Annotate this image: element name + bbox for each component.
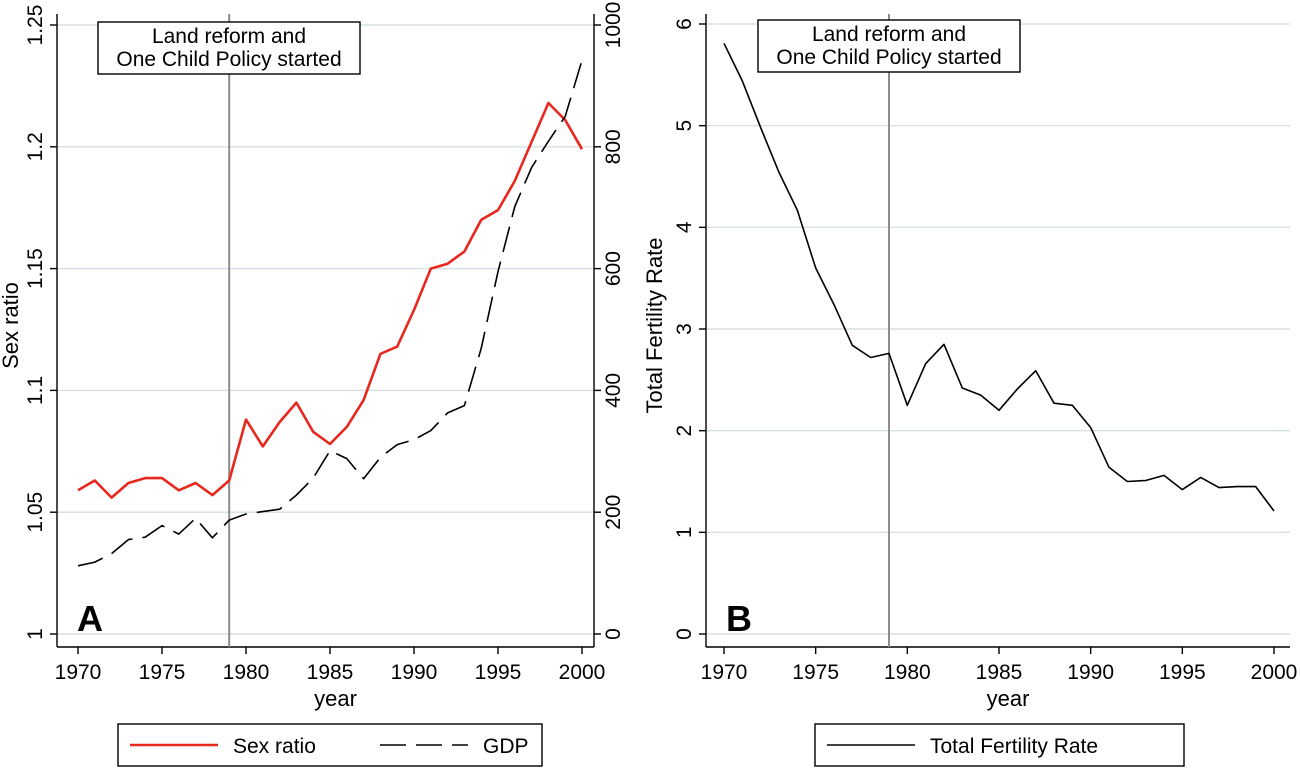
panel-b-x-axis-title: year	[987, 686, 1030, 711]
panel-b-annotation-text: One Child Policy started	[776, 46, 1001, 69]
panel-b-x-tick-label: 1975	[792, 661, 839, 684]
panel-a-y-axis-title: Sex ratio	[0, 282, 23, 369]
panel-a-x-tick-label: 1995	[475, 661, 522, 684]
panel-b-y-tick-label: 4	[673, 221, 696, 233]
panel-b-y-tick-label: 2	[673, 425, 696, 437]
panel-a-x-tick-label: 1970	[55, 661, 102, 684]
panel-a-annotation-box	[97, 21, 361, 75]
panel-a-legend-label: Sex ratio	[233, 735, 316, 758]
panel-a-y-tick-label: 1.1	[24, 376, 47, 405]
panel-a-x-axis-title: year	[314, 686, 357, 711]
panel-b-series-total-fertility-rate-line	[723, 42, 1275, 512]
panel-b-x-tick-label: 1980	[884, 661, 931, 684]
panel-a-y-tick-label: 1.05	[24, 492, 47, 533]
panel-a-y2-tick-label: 800	[602, 129, 625, 164]
panel-b-x-tick-label: 1990	[1067, 661, 1114, 684]
panel-b-x-tick-label: 1970	[701, 661, 748, 684]
panel-a-x-tick-label: 1980	[223, 661, 270, 684]
panel-a-series-gdp-line	[77, 60, 583, 567]
panel-a-y-tick-label: 1.15	[24, 248, 47, 289]
panel-b-legend-label: Total Fertility Rate	[930, 735, 1098, 758]
panel-a-y-tick-label: 1.25	[24, 5, 47, 46]
panel-b-y-tick-label: 5	[673, 120, 696, 132]
panel-a-panel-letter: A	[77, 598, 103, 639]
panel-a-annotation-text: One Child Policy started	[116, 48, 341, 71]
panel-b-x-tick-label: 2000	[1251, 661, 1298, 684]
panel-a-series-sex-ratio-line	[77, 101, 584, 499]
panel-b-y-tick-label: 6	[673, 18, 696, 30]
panel-a-y2-tick-label: 400	[602, 373, 625, 408]
panel-a-x-tick-label: 1975	[139, 661, 186, 684]
panel-b-y-axis-title: Total Fertility Rate	[642, 237, 667, 413]
panel-a-x-tick-label: 2000	[559, 661, 606, 684]
panel-b-y-tick-label: 1	[673, 526, 696, 538]
panel-a-legend-label: GDP	[483, 735, 529, 758]
panel-b-x-tick-label: 1985	[976, 661, 1023, 684]
panel-b-annotation-text: Land reform and	[812, 23, 966, 46]
panel-a-annotation-text: Land reform and	[152, 25, 306, 48]
panel-a-x-tick-label: 1990	[391, 661, 438, 684]
panel-b-x-tick-label: 1995	[1159, 661, 1206, 684]
panel-a-x-tick-label: 1985	[307, 661, 354, 684]
panel-a-y2-tick-label: 200	[602, 495, 625, 530]
panel-b-annotation-box	[757, 19, 1021, 73]
panel-a-y-tick-label: 1.2	[24, 132, 47, 161]
panel-a-y2-tick-label: 1000	[602, 2, 625, 49]
panel-a-y2-tick-label: 0	[602, 628, 625, 640]
panel-b-panel-letter: B	[726, 598, 752, 639]
panel-a-y2-tick-label: 600	[602, 251, 625, 286]
panel-a-y-tick-label: 1	[24, 628, 47, 640]
panel-b-y-tick-label: 0	[673, 628, 696, 640]
panel-b-y-tick-label: 3	[673, 323, 696, 335]
